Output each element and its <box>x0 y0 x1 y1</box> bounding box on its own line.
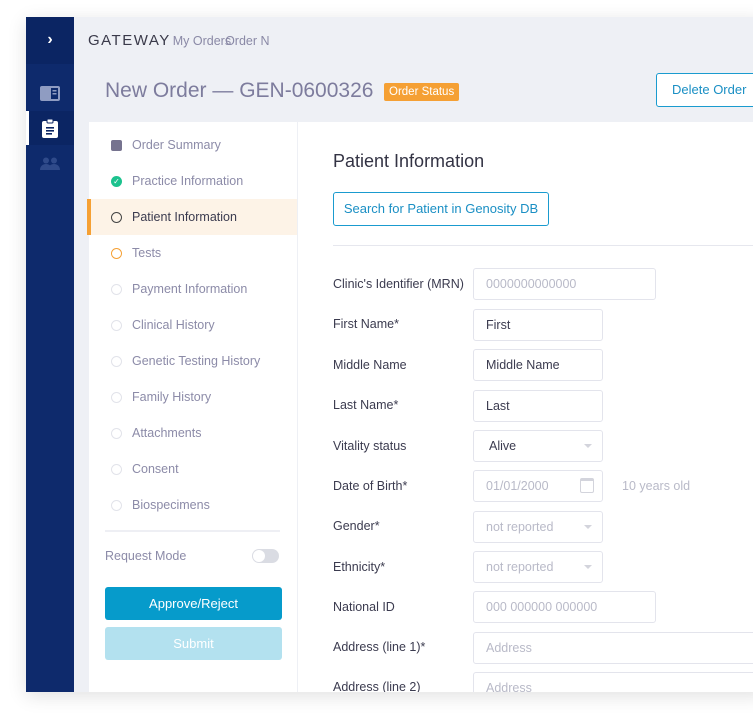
gender-value: not reported <box>486 520 554 534</box>
step-label: Genetic Testing History <box>132 354 261 368</box>
address-line2-label: Address (line 2) <box>333 680 421 692</box>
first-name-label: First Name* <box>333 317 399 331</box>
step-label: Payment Information <box>132 282 248 296</box>
step-label: Consent <box>132 462 179 476</box>
step-genetic-testing-history[interactable]: Genetic Testing History <box>89 343 297 379</box>
app-window: › GATEWAY My OrdersOrder N New Order — GE… <box>26 17 753 692</box>
circle-icon <box>111 283 122 295</box>
mrn-input[interactable]: 0000000000000 <box>473 268 656 300</box>
vitality-status-value: Alive <box>489 439 517 453</box>
submit-button[interactable]: Submit <box>105 627 282 660</box>
step-label: Tests <box>132 246 162 260</box>
expand-nav-button[interactable]: › <box>26 17 74 64</box>
circle-icon <box>111 247 122 259</box>
clipboard-icon <box>42 118 58 138</box>
last-name-label: Last Name* <box>333 398 399 412</box>
approve-reject-button[interactable]: Approve/Reject <box>105 587 282 620</box>
circle-icon <box>111 499 122 511</box>
circle-icon <box>111 427 122 439</box>
step-practice-information[interactable]: ✓ Practice Information <box>89 163 297 199</box>
status-badge: Order Status <box>384 83 460 101</box>
nav-orders-button[interactable] <box>26 111 74 145</box>
vitality-status-label: Vitality status <box>333 439 407 453</box>
divider <box>333 245 753 246</box>
check-circle-icon: ✓ <box>111 175 122 187</box>
national-id-input[interactable]: 000 000000 000000 <box>473 591 656 623</box>
dob-placeholder: 01/01/2000 <box>486 479 549 493</box>
request-mode-toggle[interactable] <box>252 549 279 563</box>
chevron-down-icon <box>584 444 592 448</box>
middle-name-label: Middle Name <box>333 358 407 372</box>
circle-icon <box>111 319 122 331</box>
delete-order-button[interactable]: Delete Order <box>656 73 753 107</box>
mrn-label: Clinic's Identifier (MRN) <box>333 277 464 291</box>
gender-select[interactable]: not reported <box>473 511 603 543</box>
ethnicity-value: not reported <box>486 560 554 574</box>
step-label: Order Summary <box>132 138 221 152</box>
chevron-down-icon <box>584 525 592 529</box>
breadcrumb-my-orders[interactable]: My Orders <box>172 34 232 48</box>
nav-users-button[interactable] <box>26 146 74 180</box>
nav-panel-button[interactable] <box>26 76 74 110</box>
breadcrumb-current: Order N <box>225 34 270 48</box>
divider <box>105 530 280 532</box>
step-payment-information[interactable]: Payment Information <box>89 271 297 307</box>
middle-name-input[interactable]: Middle Name <box>473 349 603 381</box>
step-label: Biospecimens <box>132 498 210 512</box>
circle-icon <box>111 463 122 475</box>
step-label: Clinical History <box>132 318 215 332</box>
address-line1-label: Address (line 1)* <box>333 640 426 654</box>
steps-panel: Order Summary ✓ Practice Information Pati… <box>87 122 297 692</box>
patient-form-panel: Patient Information Search for Patient i… <box>298 122 753 692</box>
step-label: Attachments <box>132 426 202 440</box>
nav-rail: › <box>26 17 74 692</box>
dob-label: Date of Birth* <box>333 479 408 493</box>
breadcrumb: GATEWAY My OrdersOrder N <box>88 32 270 49</box>
step-attachments[interactable]: Attachments <box>89 415 297 451</box>
circle-icon <box>111 391 122 403</box>
step-clinical-history[interactable]: Clinical History <box>89 307 297 343</box>
request-mode-label: Request Mode <box>105 549 187 563</box>
chevron-right-icon: › <box>47 31 53 48</box>
brand-logo: GATEWAY <box>88 32 171 49</box>
age-note: 10 years old <box>622 479 691 493</box>
section-title: Patient Information <box>333 151 485 171</box>
last-name-input[interactable]: Last <box>473 390 603 422</box>
step-tests[interactable]: Tests <box>89 235 297 271</box>
page-title: New Order — GEN-0600326 <box>105 79 374 102</box>
step-consent[interactable]: Consent <box>89 451 297 487</box>
step-order-summary[interactable]: Order Summary <box>89 127 297 163</box>
address-line1-input[interactable]: Address <box>473 632 753 664</box>
dob-input[interactable]: 01/01/2000 <box>473 470 603 502</box>
vitality-status-select[interactable]: Alive <box>473 430 603 462</box>
step-label: Patient Information <box>132 210 237 224</box>
step-family-history[interactable]: Family History <box>89 379 297 415</box>
users-icon <box>40 157 60 170</box>
address-line2-input[interactable]: Address <box>473 672 753 692</box>
panel-icon <box>40 85 60 101</box>
step-biospecimens[interactable]: Biospecimens <box>89 487 297 523</box>
step-label: Practice Information <box>132 174 244 188</box>
ethnicity-label: Ethnicity* <box>333 560 386 574</box>
chevron-down-icon <box>584 565 592 569</box>
ethnicity-select[interactable]: not reported <box>473 551 603 583</box>
search-patient-button[interactable]: Search for Patient in Genosity DB <box>333 192 549 226</box>
step-label: Family History <box>132 390 212 404</box>
gender-label: Gender* <box>333 519 380 533</box>
step-patient-information[interactable]: Patient Information <box>87 199 297 235</box>
circle-icon <box>111 211 122 223</box>
briefcase-icon <box>111 139 122 151</box>
first-name-input[interactable]: First <box>473 309 603 341</box>
national-id-label: National ID <box>333 600 395 614</box>
calendar-icon[interactable] <box>580 478 594 493</box>
circle-icon <box>111 355 122 367</box>
